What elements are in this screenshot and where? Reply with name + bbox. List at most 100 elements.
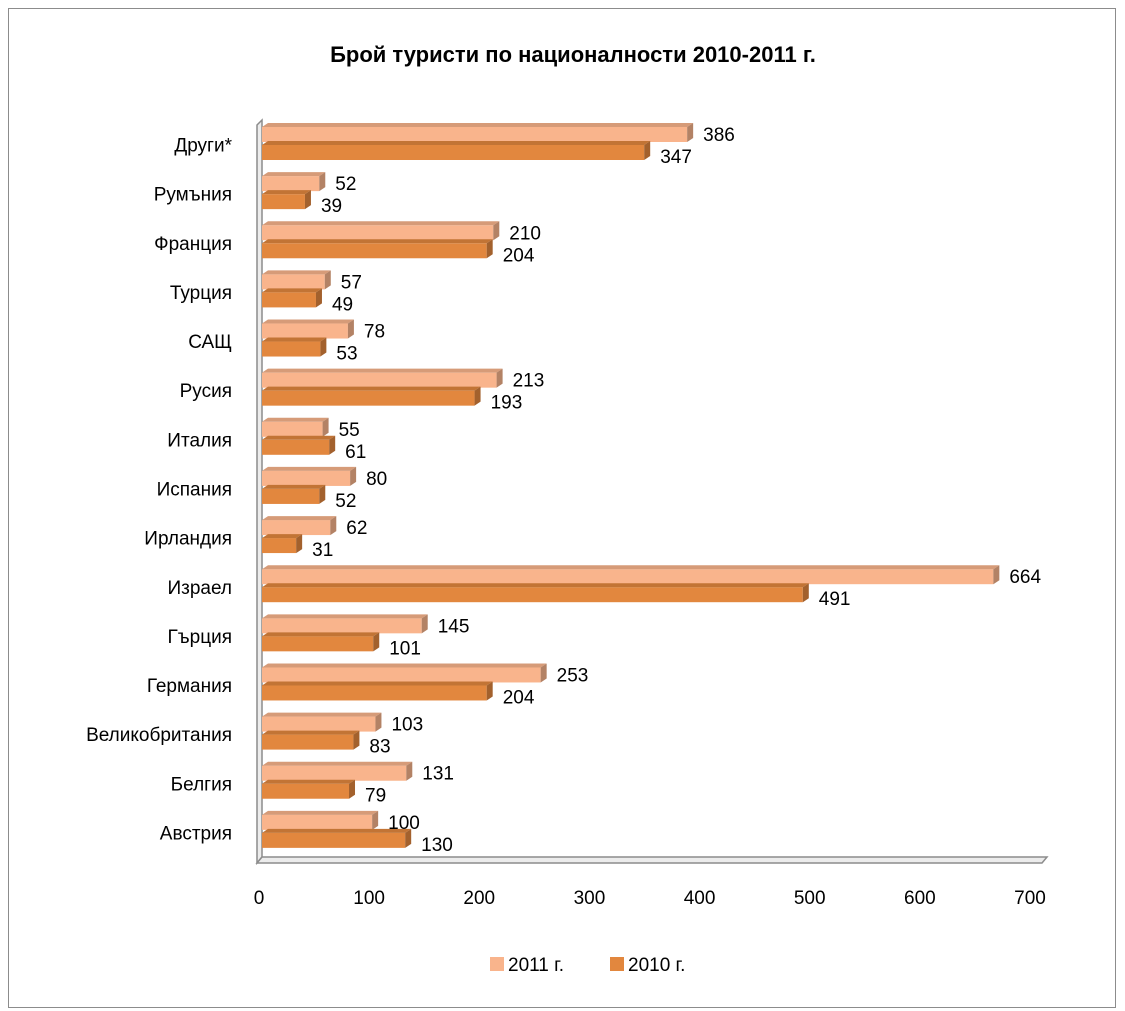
bar-end-face <box>353 730 360 750</box>
x-tick-label: 500 <box>794 888 826 909</box>
data-label: 213 <box>513 371 545 392</box>
bar <box>262 618 422 634</box>
data-label: 61 <box>345 442 366 463</box>
bar <box>262 176 320 192</box>
data-label: 31 <box>312 540 333 561</box>
bar <box>262 569 994 585</box>
bar-top-face <box>262 141 651 145</box>
data-label: 52 <box>335 491 356 512</box>
category-label: Румъния <box>154 185 232 206</box>
data-label: 131 <box>422 764 454 785</box>
bar-top-face <box>262 288 322 293</box>
bar-top-face <box>262 221 500 226</box>
bar-top-face <box>262 632 380 637</box>
category-label: Белгия <box>171 774 232 795</box>
bar-end-face <box>406 761 413 781</box>
data-label: 145 <box>438 616 470 637</box>
data-label: 55 <box>339 420 360 441</box>
x-tick-label: 0 <box>254 888 265 909</box>
bar-top-face <box>262 239 493 244</box>
data-label: 62 <box>346 518 367 539</box>
category-label: Турция <box>170 283 232 304</box>
bar-top-face <box>262 435 336 440</box>
bar-end-face <box>802 583 809 603</box>
bar-top-face <box>262 730 360 735</box>
bar <box>262 372 497 388</box>
data-label: 193 <box>491 393 523 414</box>
bar-top-face <box>262 484 326 489</box>
bar-end-face <box>296 534 303 554</box>
legend-label: 2011 г. <box>508 955 564 976</box>
bar-end-face <box>486 239 493 259</box>
bar-top-face <box>262 712 382 717</box>
bar-top-face <box>262 828 412 833</box>
bar-end-face <box>304 190 311 210</box>
bar-end-face <box>319 484 326 504</box>
data-label: 491 <box>819 589 851 610</box>
x-tick-label: 600 <box>904 888 936 909</box>
chart-labels: 0 100 200 300 400 500 600 700Австрия100130Белги… <box>86 125 1046 909</box>
bar-end-face <box>315 288 322 308</box>
data-label: 204 <box>503 245 535 266</box>
category-label: Великобритания <box>86 725 232 746</box>
bar-top-face <box>262 516 337 521</box>
bar <box>262 685 487 701</box>
category-label: Италия <box>167 430 232 451</box>
data-label: 101 <box>389 638 421 659</box>
bar <box>262 225 494 241</box>
bar <box>262 341 321 357</box>
bar <box>262 292 316 308</box>
data-label: 39 <box>321 196 342 217</box>
bar-end-face <box>493 221 500 241</box>
chart-title: Брой туристи по националности 2010-2011 … <box>330 42 816 67</box>
category-label: Франция <box>154 234 232 255</box>
data-label: 79 <box>365 786 386 807</box>
bar-top-face <box>262 614 428 619</box>
data-label: 210 <box>509 223 541 244</box>
category-label: Други* <box>174 136 232 157</box>
bar-end-face <box>540 663 547 683</box>
bar-top-face <box>262 190 311 195</box>
bar-top-face <box>262 123 694 127</box>
bar <box>262 127 688 142</box>
bar <box>262 667 541 683</box>
chart-axes <box>255 118 1049 866</box>
x-tick-label: 200 <box>463 888 495 909</box>
bar-end-face <box>322 417 329 437</box>
data-label: 83 <box>369 737 390 758</box>
bar-end-face <box>421 614 428 634</box>
bar <box>262 390 475 406</box>
data-label: 347 <box>660 147 692 168</box>
chart-frame <box>8 8 1116 1008</box>
bar <box>262 783 350 799</box>
bar-top-face <box>262 663 547 668</box>
bar <box>262 421 323 437</box>
data-label: 130 <box>421 835 453 856</box>
bar-top-face <box>262 466 357 471</box>
x-tick-label: 400 <box>684 888 716 909</box>
data-label: 52 <box>335 174 356 195</box>
bar <box>262 470 351 486</box>
x-tick-label: 100 <box>353 888 385 909</box>
data-label: 57 <box>341 272 362 293</box>
category-label: Гърция <box>167 627 232 648</box>
bar-end-face <box>329 435 336 455</box>
bar-top-face <box>262 368 503 373</box>
bar-top-face <box>262 779 356 784</box>
bar-top-face <box>262 810 379 815</box>
bar <box>262 538 297 554</box>
bar-end-face <box>320 337 327 357</box>
bar-end-face <box>350 466 357 486</box>
bar <box>262 145 645 160</box>
bar <box>262 439 330 455</box>
bar-end-face <box>496 368 503 388</box>
bar <box>262 194 305 210</box>
bar <box>262 832 406 848</box>
data-label: 53 <box>336 344 357 365</box>
bar <box>262 323 348 339</box>
bar-top-face <box>262 337 327 342</box>
x-tick-label: 700 <box>1014 888 1046 909</box>
bar <box>262 636 374 652</box>
bar-top-face <box>262 319 354 324</box>
